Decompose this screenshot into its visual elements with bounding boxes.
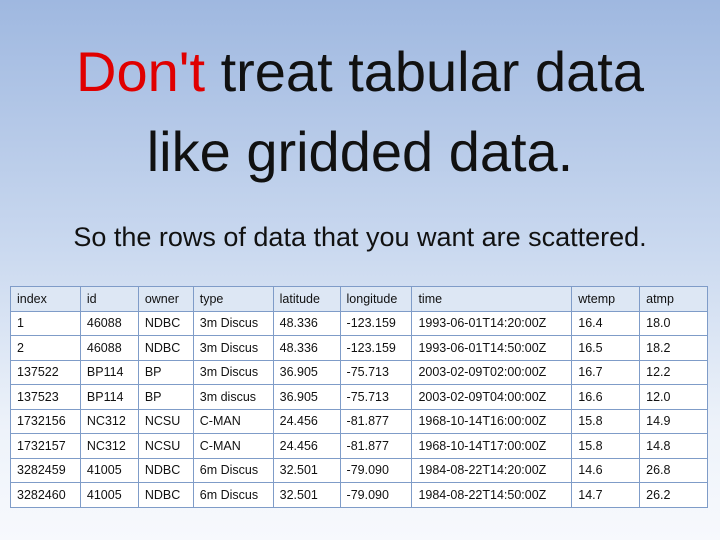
header-cell: index — [10, 286, 81, 312]
table-cell: 48.336 — [272, 335, 341, 361]
table-cell: BP114 — [79, 359, 139, 385]
table-cell: NDBC — [137, 457, 194, 483]
title-text: treat tabular data — [220, 40, 644, 103]
table-cell: NDBC — [137, 310, 194, 336]
header-cell: wtemp — [571, 286, 641, 312]
table-row: 137522 BP114 BP 3m Discus 36.905 -75.713 2003-… — [10, 359, 708, 385]
table-cell: 137522 — [10, 359, 81, 385]
table-cell: 15.8 — [571, 408, 641, 434]
table-cell: 137523 — [10, 384, 81, 410]
table-cell: BP — [137, 384, 194, 410]
table-cell: 18.2 — [639, 335, 708, 361]
table-cell: 14.8 — [639, 433, 708, 459]
table-cell: 1968-10-14T16:00:00Z — [411, 408, 573, 434]
table-cell: 2 — [10, 335, 81, 361]
data-table: index id owner type latitude longitude time wte… — [10, 286, 708, 508]
table-row: 1732156 NC312 NCSU C-MAN 24.456 -81.877 1968-1… — [10, 408, 708, 434]
table-cell: 14.7 — [571, 482, 641, 508]
table-cell: 16.5 — [571, 335, 641, 361]
table-cell: 18.0 — [639, 310, 708, 336]
table-cell: 6m Discus — [192, 482, 274, 508]
table-cell: BP114 — [79, 384, 139, 410]
table-cell: 41005 — [79, 457, 139, 483]
subtitle: So the rows of data that you want are sc… — [73, 222, 647, 252]
table-cell: 36.905 — [272, 384, 341, 410]
table-cell: 1984-08-22T14:50:00Z — [411, 482, 573, 508]
table-cell: NCSU — [137, 433, 194, 459]
table-cell: 46088 — [79, 335, 139, 361]
table-cell: 24.456 — [272, 433, 341, 459]
table-cell: 6m Discus — [192, 457, 274, 483]
table-cell: 24.456 — [272, 408, 341, 434]
title-line: Don't treat tabular data — [0, 32, 720, 112]
header-cell: owner — [137, 286, 194, 312]
table-cell: 1968-10-14T17:00:00Z — [411, 433, 573, 459]
table-row: 137523 BP114 BP 3m discus 36.905 -75.713 2003-… — [10, 384, 708, 410]
header-cell: latitude — [272, 286, 341, 312]
table-cell: 3m Discus — [192, 335, 274, 361]
table-cell: 16.7 — [571, 359, 641, 385]
table-cell: 12.0 — [639, 384, 708, 410]
title: Don't treat tabular data like gridded da… — [0, 32, 720, 192]
table-row: 2 46088 NDBC 3m Discus 48.336 -123.159 1993-06… — [10, 335, 708, 361]
table-cell: 1993-06-01T14:50:00Z — [411, 335, 573, 361]
table-cell: 41005 — [79, 482, 139, 508]
table-cell: 32.501 — [272, 482, 341, 508]
table-cell: 36.905 — [272, 359, 341, 385]
table-row: 1732157 NC312 NCSU C-MAN 24.456 -81.877 1968-1… — [10, 433, 708, 459]
table-cell: -81.877 — [339, 433, 413, 459]
header-cell: type — [192, 286, 274, 312]
title-line: like gridded data. — [146, 120, 574, 183]
table-cell: C-MAN — [192, 408, 274, 434]
table-cell: C-MAN — [192, 433, 274, 459]
table-cell: -79.090 — [339, 482, 413, 508]
table-cell: -81.877 — [339, 408, 413, 434]
table-cell: -75.713 — [339, 384, 413, 410]
table-cell: NCSU — [137, 408, 194, 434]
header-cell: atmp — [639, 286, 708, 312]
header-cell: longitude — [339, 286, 413, 312]
table-cell: 46088 — [79, 310, 139, 336]
table-cell: NC312 — [79, 408, 139, 434]
table-cell: 16.4 — [571, 310, 641, 336]
table-cell: NDBC — [137, 335, 194, 361]
table-cell: 12.2 — [639, 359, 708, 385]
table-cell: 2003-02-09T02:00:00Z — [411, 359, 573, 385]
table-cell: 3282460 — [10, 482, 81, 508]
table-cell: 3m Discus — [192, 310, 274, 336]
table-row: 1 46088 NDBC 3m Discus 48.336 -123.159 1993-06… — [10, 310, 708, 336]
table-cell: 14.6 — [571, 457, 641, 483]
table-cell: 26.2 — [639, 482, 708, 508]
table-cell: 1993-06-01T14:20:00Z — [411, 310, 573, 336]
table-cell: 3m discus — [192, 384, 274, 410]
header-row: index id owner type latitude longitude time wte… — [10, 286, 708, 312]
table-cell: -123.159 — [339, 310, 413, 336]
table-cell: 2003-02-09T04:00:00Z — [411, 384, 573, 410]
table-cell: 15.8 — [571, 433, 641, 459]
table-cell: NC312 — [79, 433, 139, 459]
table-row: 3282459 41005 NDBC 6m Discus 32.501 -79.090 19… — [10, 457, 708, 483]
table-cell: 16.6 — [571, 384, 641, 410]
table-cell: 1732157 — [10, 433, 81, 459]
table-cell: -123.159 — [339, 335, 413, 361]
table-cell: 3m Discus — [192, 359, 274, 385]
table-cell: -75.713 — [339, 359, 413, 385]
table-cell: 32.501 — [272, 457, 341, 483]
table-cell: 1732156 — [10, 408, 81, 434]
table-cell: 26.8 — [639, 457, 708, 483]
table-cell: 3282459 — [10, 457, 81, 483]
table-cell: BP — [137, 359, 194, 385]
title-highlight: Don't — [76, 40, 206, 103]
table-cell: 1 — [10, 310, 81, 336]
header-cell: id — [79, 286, 139, 312]
table-row: 3282460 41005 NDBC 6m Discus 32.501 -79.090 19… — [10, 482, 708, 508]
header-cell: time — [411, 286, 573, 312]
table-cell: 1984-08-22T14:20:00Z — [411, 457, 573, 483]
table-cell: -79.090 — [339, 457, 413, 483]
table-cell: NDBC — [137, 482, 194, 508]
table-cell: 48.336 — [272, 310, 341, 336]
table-cell: 14.9 — [639, 408, 708, 434]
